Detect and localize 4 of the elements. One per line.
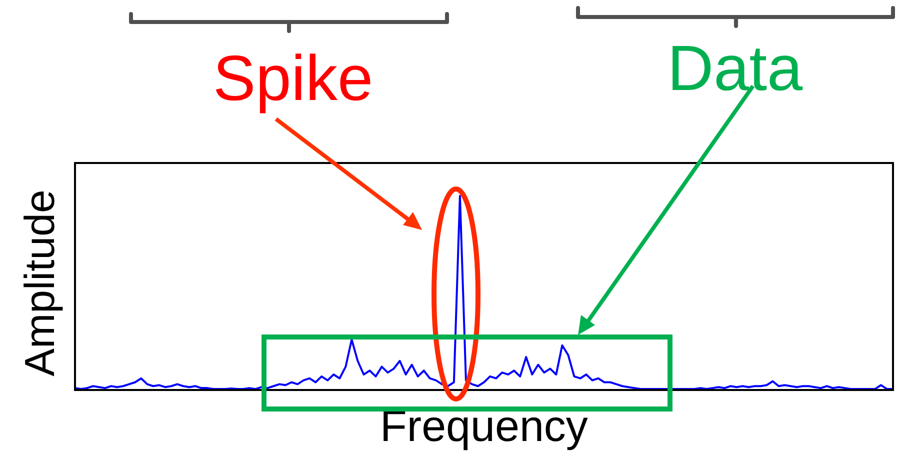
text: Data bbox=[666, 31, 804, 106]
x-axis-title: Frequency bbox=[379, 402, 589, 452]
y-axis-title: Amplitude bbox=[15, 188, 64, 378]
text: Spike bbox=[212, 41, 374, 116]
